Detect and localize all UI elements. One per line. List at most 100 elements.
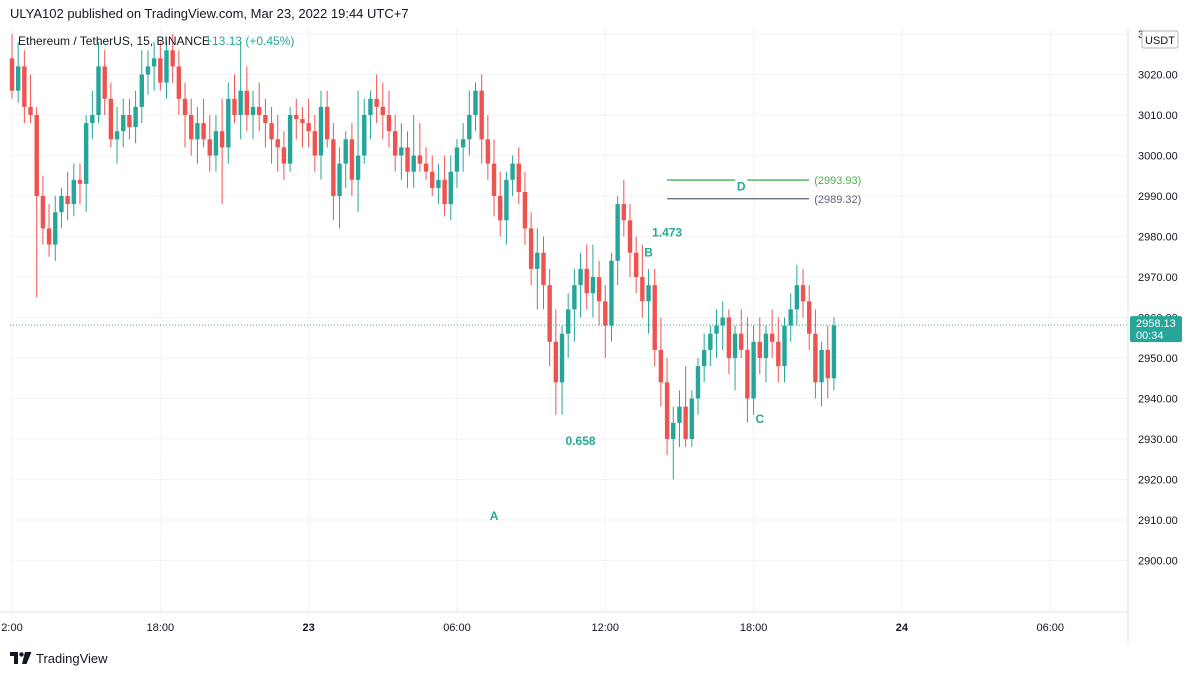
candle-body	[127, 115, 132, 128]
candle-body	[238, 90, 243, 115]
grid-lines	[10, 28, 1128, 612]
price-axis[interactable]: 2900.00 2910.00 2920.00 2930.00 2940.00 2950.…	[1138, 29, 1178, 568]
candle-body	[677, 406, 682, 423]
candle-body	[176, 66, 182, 99]
candle-body	[584, 268, 589, 294]
footer-branding: TradingView	[10, 649, 108, 667]
candle-body	[436, 179, 441, 188]
time-tick-label: 18:00	[740, 622, 768, 634]
candle-body	[77, 179, 83, 184]
candle-body	[349, 139, 355, 180]
last-price-value: 2958.13	[1136, 318, 1176, 330]
price-tick-label: 2930.00	[1138, 434, 1178, 446]
candle-body	[627, 220, 633, 253]
candle-body	[331, 139, 336, 196]
price-chart[interactable]: (2993.93) (2989.32) A B C D 0.658 1.473 2900.0…	[0, 28, 1200, 643]
price-tick-label: 3010.00	[1138, 110, 1178, 122]
candle-body	[232, 98, 237, 115]
price-tick-label: 2950.00	[1138, 353, 1178, 365]
candle-body	[800, 285, 806, 302]
candle-body	[182, 98, 188, 115]
fib-level-label: (2989.32)	[814, 194, 861, 206]
candle-body	[9, 58, 15, 91]
candle-body	[28, 106, 33, 115]
candle-body	[776, 341, 781, 367]
candle-body	[813, 333, 818, 383]
candle-body	[306, 123, 311, 132]
candle-body	[621, 204, 627, 221]
candle-body	[652, 285, 657, 350]
candle-body	[170, 50, 175, 67]
candle-body	[442, 179, 447, 205]
time-tick-label: 12:00	[592, 622, 620, 634]
candle-body	[807, 301, 812, 334]
candle-body	[34, 115, 39, 196]
candle-body	[96, 66, 101, 115]
candle-body	[535, 252, 540, 269]
candle-body	[751, 341, 756, 399]
candle-body	[133, 106, 138, 128]
candle-body	[757, 341, 762, 358]
candle-body	[145, 66, 151, 75]
wave-label-backdrop	[735, 177, 748, 191]
wave-label: C	[755, 412, 764, 426]
time-axis[interactable]: 2:00 18:00 23 06:00 12:00 18:00 24 06:00	[1, 622, 1064, 634]
time-tick-label: 18:00	[147, 622, 175, 634]
symbol-legend[interactable]: Ethereum / TetherUS, 15, BINANCE	[18, 34, 210, 48]
candle-body	[528, 228, 534, 269]
candle-body	[504, 179, 509, 221]
candle-body	[695, 366, 701, 399]
candle-body	[430, 171, 435, 188]
candle-body	[213, 131, 219, 156]
time-tick-label: 2:00	[1, 622, 22, 634]
time-tick-label: 23	[303, 622, 315, 634]
price-tick-label: 3000.00	[1138, 151, 1178, 163]
chart-background	[0, 28, 1200, 643]
candle-body	[411, 155, 416, 172]
candle-body	[590, 277, 596, 294]
candle-body	[294, 115, 299, 120]
price-tick-label: 2970.00	[1138, 272, 1178, 284]
candle-body	[701, 349, 707, 367]
candle-body	[368, 98, 373, 115]
candle-body	[374, 98, 379, 107]
currency-button[interactable]: USDT	[1141, 30, 1179, 49]
candle-body	[392, 131, 398, 156]
wave-label: D	[737, 180, 746, 194]
candle-body	[158, 58, 163, 83]
candle-body	[343, 139, 348, 164]
last-price-badge-bg	[1130, 316, 1182, 343]
wave-label: 1.473	[652, 225, 682, 239]
candle-body	[59, 196, 64, 213]
candle-body	[646, 285, 651, 302]
candle-body	[633, 252, 639, 277]
candle-body	[226, 98, 231, 148]
candle-body	[399, 147, 404, 156]
currency-label: USDT	[1145, 35, 1175, 47]
price-tick-label: 2910.00	[1138, 515, 1178, 527]
candle-body	[825, 349, 830, 379]
wave-label: A	[490, 509, 499, 523]
candle-body	[609, 260, 614, 326]
candle-body	[151, 58, 157, 67]
wave-label: B	[644, 246, 653, 260]
candle-body	[510, 163, 515, 180]
candle-body	[485, 139, 491, 164]
fibonacci-levels[interactable]: (2993.93) (2989.32)	[667, 175, 861, 206]
candle-body	[745, 349, 750, 399]
candle-body	[423, 163, 429, 172]
candle-body	[473, 90, 478, 115]
candle-body	[189, 115, 194, 140]
candle-body	[22, 66, 27, 107]
candle-body	[479, 90, 484, 140]
candle-body	[195, 123, 200, 140]
candle-body	[15, 66, 21, 91]
price-tick-label: 2920.00	[1138, 475, 1178, 487]
candle-body	[405, 147, 410, 172]
candle-body	[90, 115, 95, 124]
candle-body	[522, 191, 528, 229]
candle-body	[139, 74, 144, 107]
candle-body	[467, 115, 472, 140]
candle-body	[380, 106, 385, 115]
price-tick-label: 2940.00	[1138, 394, 1178, 406]
